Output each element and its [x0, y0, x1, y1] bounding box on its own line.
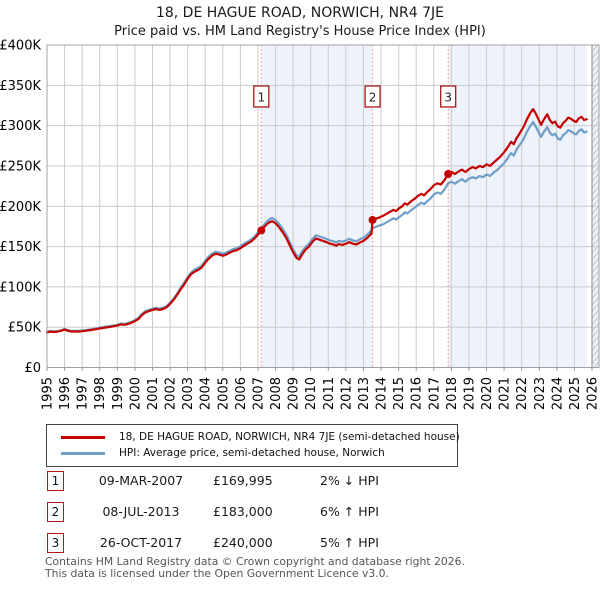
red-line-sample-icon	[61, 435, 105, 439]
sale-date: 26-OCT-2017	[99, 535, 183, 550]
x-axis-label: 2010	[304, 377, 319, 410]
x-axis-label: 2000	[128, 377, 143, 410]
sale-marker-dot	[368, 215, 377, 224]
x-axis-label: 2020	[480, 377, 495, 410]
x-axis-label: 2001	[146, 377, 161, 410]
y-axis-label: £300K	[0, 119, 41, 134]
sale-marker-flag-number: 3	[444, 91, 452, 105]
transaction-table: 1 09-MAR-2007 £169,995 2% ↓ HPI 2 08-JUL…	[47, 471, 567, 564]
y-axis-label: £150K	[0, 240, 41, 255]
x-axis-label: 2006	[234, 377, 249, 410]
future-hatch-region	[592, 45, 599, 368]
sale-number-badge: 2	[47, 502, 64, 522]
blue-line-sample-icon	[61, 451, 105, 455]
sale-marker-flag	[253, 85, 270, 108]
x-axis-label: 2014	[375, 377, 390, 410]
page-subtitle: Price paid vs. HM Land Registry's House …	[114, 24, 486, 39]
legend-label: HPI: Average price, semi-detached house,…	[119, 447, 385, 459]
x-axis-label: 2025	[568, 377, 583, 410]
x-axis-label: 2009	[287, 377, 302, 410]
x-axis-label: 2023	[533, 377, 548, 410]
sale-hpi-delta: 2% ↓ HPI	[320, 473, 379, 488]
price-chart: 1 2 3 £0 £50K £100K £150K £200K £250K £300K £350K £…	[0, 39, 600, 411]
y-axis-label: £250K	[0, 159, 41, 174]
x-axis-label: 2022	[515, 377, 530, 410]
x-axis-label: 2015	[392, 377, 407, 410]
legend-label: 18, DE HAGUE ROAD, NORWICH, NR4 7JE (sem…	[119, 431, 460, 443]
sale-marker-dot	[257, 226, 266, 235]
chart-legend: 18, DE HAGUE ROAD, NORWICH, NR4 7JE (sem…	[46, 424, 460, 467]
price-paid-line	[45, 108, 588, 334]
sale-price: £183,000	[213, 504, 273, 519]
x-axis-label: 2003	[181, 377, 196, 410]
x-axis-label: 2007	[251, 377, 266, 410]
x-axis-label: 2026	[586, 377, 600, 410]
license-footer: Contains HM Land Registry data © Crown c…	[45, 556, 585, 580]
page-title: 18, DE HAGUE ROAD, NORWICH, NR4 7JE	[155, 5, 445, 21]
x-axis-label: 2012	[339, 377, 354, 410]
y-axis-label: £100K	[0, 280, 41, 295]
footer-line-1: Contains HM Land Registry data © Crown c…	[45, 555, 465, 568]
x-axis-label: 2019	[462, 377, 477, 410]
y-axis-label: £50K	[8, 321, 42, 336]
y-axis-label: £400K	[0, 39, 41, 54]
sale-hpi-delta: 5% ↑ HPI	[320, 535, 379, 550]
table-row: 1 09-MAR-2007 £169,995 2% ↓ HPI	[47, 471, 567, 502]
sale-hpi-delta: 6% ↑ HPI	[320, 504, 379, 519]
x-axis-label: 2008	[269, 377, 284, 410]
x-axis-label: 2011	[322, 377, 337, 410]
sale-marker-flag-number: 1	[257, 91, 265, 105]
sale-price: £240,000	[213, 535, 273, 550]
x-axis-label: 2004	[199, 377, 214, 410]
x-axis-label: 2018	[445, 377, 460, 410]
sale-marker-dot	[444, 170, 453, 178]
x-axis-label: 1999	[111, 377, 126, 410]
sale-number-badge: 3	[47, 533, 64, 553]
x-axis-label: 2013	[357, 377, 372, 410]
x-axis-label: 1997	[76, 377, 91, 410]
x-axis-label: 1998	[93, 377, 108, 410]
x-axis-label: 2016	[410, 377, 425, 410]
x-axis-label: 1996	[58, 377, 73, 410]
hpi-line	[45, 120, 588, 333]
x-axis-label: 1995	[41, 377, 56, 410]
sale-marker-flag	[440, 85, 457, 108]
legend-item-hpi: HPI: Average price, semi-detached house,…	[47, 445, 457, 461]
sale-date: 09-MAR-2007	[98, 473, 184, 488]
sale-marker-flag	[364, 85, 381, 108]
plot-border	[46, 44, 600, 368]
x-axis-label: 2005	[216, 377, 231, 410]
sale-price: £169,995	[213, 473, 273, 488]
table-row: 2 08-JUL-2013 £183,000 6% ↑ HPI	[47, 502, 567, 533]
x-axis-label: 2017	[427, 377, 442, 410]
sale-date: 08-JUL-2013	[102, 504, 180, 519]
x-axis-label: 2021	[498, 377, 513, 410]
y-axis-label: £0	[24, 361, 41, 376]
footer-line-2: This data is licensed under the Open Gov…	[45, 567, 389, 580]
sale-marker-flag-number: 2	[369, 91, 377, 105]
x-axis-label: 2024	[550, 377, 565, 410]
sale-number-badge: 1	[47, 471, 64, 491]
x-axis-label: 2002	[164, 377, 179, 410]
legend-item-price-paid: 18, DE HAGUE ROAD, NORWICH, NR4 7JE (sem…	[47, 429, 460, 445]
y-axis-label: £350K	[0, 79, 41, 94]
y-axis-label: £200K	[0, 200, 41, 215]
table-row: 3 26-OCT-2017 £240,000 5% ↑ HPI	[47, 533, 567, 564]
